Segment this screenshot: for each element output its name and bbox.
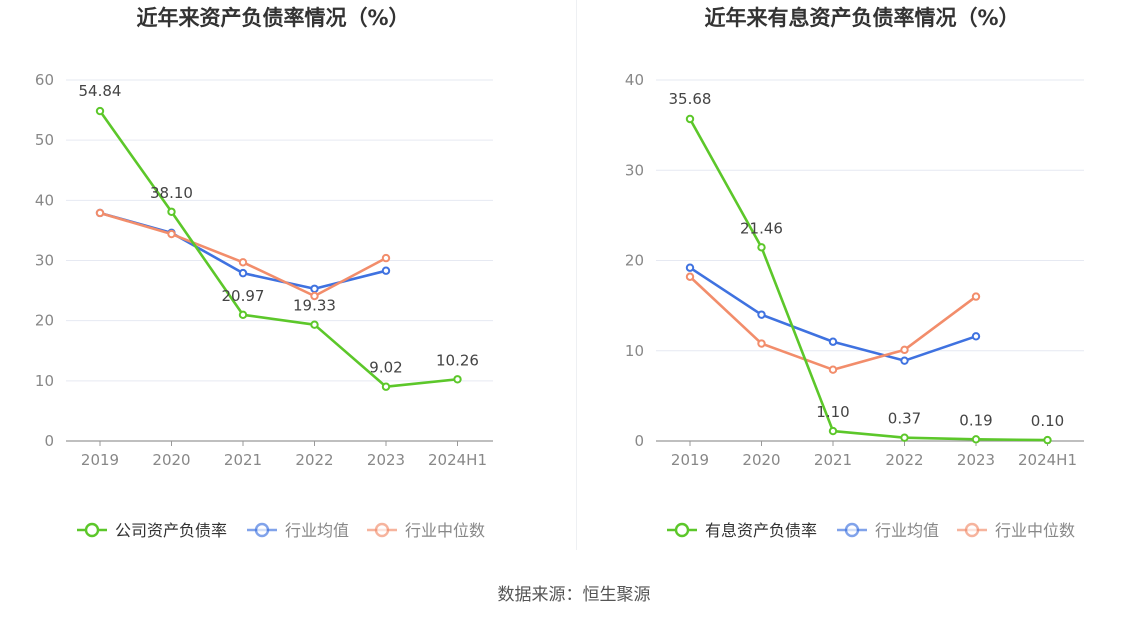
series-line-2 xyxy=(689,266,977,362)
data-label: 54.84 xyxy=(79,82,122,100)
data-point xyxy=(685,272,695,281)
y-tick-label: 60 xyxy=(35,71,54,89)
data-point xyxy=(381,266,391,275)
x-tick-label: 2020 xyxy=(742,451,780,469)
data-point xyxy=(381,253,391,263)
y-tick-label: 0 xyxy=(44,432,54,450)
y-tick-label: 20 xyxy=(625,252,644,270)
legend-swatch-marker xyxy=(674,522,690,538)
x-tick-label: 2023 xyxy=(957,451,995,469)
data-point xyxy=(971,332,981,341)
data-point xyxy=(310,291,319,301)
y-tick-label: 40 xyxy=(625,71,644,89)
y-tick-label: 20 xyxy=(35,312,54,330)
chart-2: 近年来有息资产负债率情况（%） 0 10 20 30 40 2019 2020 2021 2022… xyxy=(625,6,1084,540)
legend-swatch-marker xyxy=(374,522,390,538)
data-point xyxy=(685,114,695,124)
x-tick-label: 2024H1 xyxy=(1018,451,1077,469)
data-point xyxy=(757,339,766,348)
data-point xyxy=(900,356,909,365)
chart-1: 近年来资产负债率情况（%） 0 10 20 30 40 50 60 2019 2020 2021 20… xyxy=(35,6,493,540)
data-label: 35.68 xyxy=(669,90,712,108)
data-point xyxy=(971,292,981,301)
x-tick-label: 2022 xyxy=(885,451,923,469)
data-point xyxy=(95,208,105,218)
legend-label: 行业均值 xyxy=(875,521,939,540)
x-tick-label: 2021 xyxy=(224,451,262,469)
data-label: 38.10 xyxy=(150,184,193,202)
data-point xyxy=(828,426,838,436)
data-label: 0.19 xyxy=(959,411,992,429)
y-tick-label: 40 xyxy=(35,191,54,209)
data-point xyxy=(238,258,248,267)
data-point xyxy=(757,310,766,319)
legend-label: 行业中位数 xyxy=(405,521,485,540)
x-tick-label: 2022 xyxy=(295,451,333,469)
data-label: 0.37 xyxy=(888,410,921,428)
x-tick-label: 2024H1 xyxy=(428,451,487,469)
data-label: 1.10 xyxy=(816,403,849,421)
legend-label: 行业均值 xyxy=(285,521,349,540)
series-line-1 xyxy=(688,118,1048,442)
legend-label: 行业中位数 xyxy=(995,521,1075,540)
data-label: 10.26 xyxy=(436,351,479,369)
data-label: 20.97 xyxy=(222,287,265,305)
x-tick-label: 2019 xyxy=(671,451,709,469)
data-label: 0.10 xyxy=(1031,412,1064,430)
y-tick-label: 10 xyxy=(625,342,644,360)
data-point xyxy=(95,106,105,116)
x-tick-label: 2020 xyxy=(152,451,190,469)
data-point xyxy=(310,284,319,293)
legend-swatch-marker xyxy=(254,522,270,538)
x-tick-label: 2021 xyxy=(814,451,852,469)
y-tick-label: 0 xyxy=(634,432,644,450)
chart-divider xyxy=(576,0,577,550)
y-tick-label: 30 xyxy=(625,161,644,179)
data-point xyxy=(167,229,176,239)
y-tick-label: 50 xyxy=(35,131,54,149)
data-point xyxy=(828,337,838,346)
y-tick-label: 10 xyxy=(35,372,54,390)
series-line-3 xyxy=(689,275,977,372)
data-label: 19.33 xyxy=(293,297,336,315)
data-point xyxy=(238,310,248,320)
y-tick-label: 30 xyxy=(35,252,54,270)
data-point xyxy=(900,433,909,442)
data-label: 9.02 xyxy=(369,359,402,377)
data-label: 21.46 xyxy=(740,219,783,237)
x-tick-label: 2023 xyxy=(367,451,405,469)
data-point xyxy=(757,243,766,252)
legend-swatch-marker xyxy=(84,522,100,538)
data-point xyxy=(238,268,248,278)
series-line-1 xyxy=(98,110,458,389)
legend-swatch-marker xyxy=(964,522,980,538)
chart-title: 近年来有息资产负债率情况（%） xyxy=(704,6,1019,30)
data-point xyxy=(381,382,391,391)
chart-title: 近年来资产负债率情况（%） xyxy=(136,6,409,30)
data-point xyxy=(167,207,176,216)
series-line-3 xyxy=(99,211,387,298)
data-point xyxy=(310,320,319,329)
data-point xyxy=(900,345,909,355)
data-point xyxy=(453,375,462,384)
data-source-label: 数据来源：恒生聚源 xyxy=(497,585,651,605)
legend-label: 有息资产负债率 xyxy=(705,521,817,540)
data-point xyxy=(1043,435,1052,445)
data-point xyxy=(971,435,981,444)
data-point xyxy=(828,365,838,374)
data-point xyxy=(685,263,695,272)
x-tick-label: 2019 xyxy=(81,451,119,469)
legend-swatch-marker xyxy=(844,522,860,538)
legend-label: 公司资产负债率 xyxy=(115,521,227,540)
